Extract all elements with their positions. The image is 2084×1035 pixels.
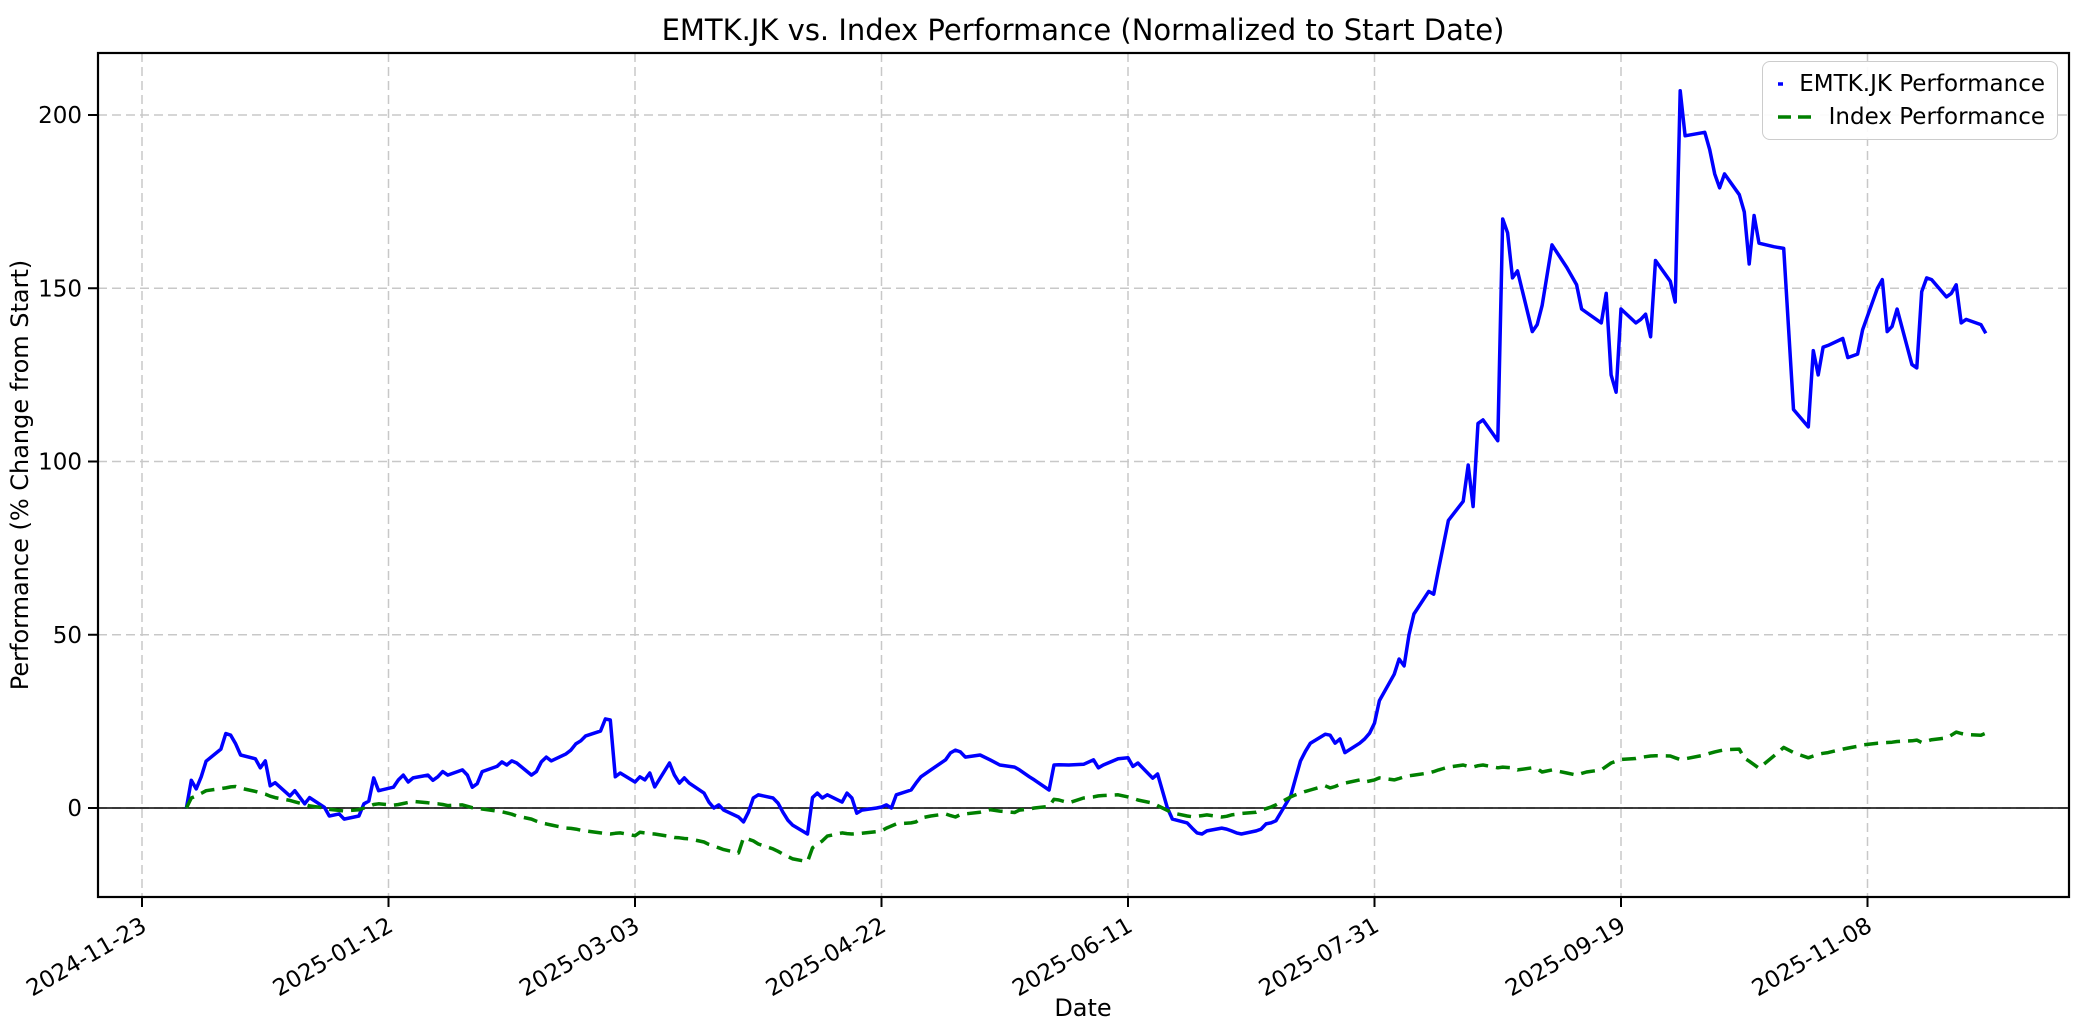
svg-text:2025-01-12: 2025-01-12 xyxy=(269,913,398,1002)
svg-text:2025-03-03: 2025-03-03 xyxy=(515,913,644,1002)
svg-text:2025-06-11: 2025-06-11 xyxy=(1008,913,1137,1002)
x-axis-label: Date xyxy=(1054,994,1111,1022)
grid-lines xyxy=(98,53,2069,897)
svg-text:2025-07-31: 2025-07-31 xyxy=(1255,913,1384,1002)
svg-text:200: 200 xyxy=(38,103,82,129)
axes-spines-ticks xyxy=(88,51,2071,907)
legend-item-index: Index Performance xyxy=(1777,104,2045,130)
svg-text:2024-11-23: 2024-11-23 xyxy=(22,913,151,1002)
legend: EMTK.JK Performance Index Performance xyxy=(1762,61,2058,140)
y-axis-label: Performance (% Change from Start) xyxy=(6,260,34,691)
chart-title: EMTK.JK vs. Index Performance (Normalize… xyxy=(662,13,1505,47)
svg-text:2025-04-22: 2025-04-22 xyxy=(762,913,891,1002)
svg-text:0: 0 xyxy=(67,796,82,822)
svg-text:2025-09-19: 2025-09-19 xyxy=(1501,913,1630,1002)
data-series xyxy=(184,88,1988,864)
svg-text:100: 100 xyxy=(38,450,82,476)
svg-text:2025-11-08: 2025-11-08 xyxy=(1748,913,1877,1002)
svg-text:150: 150 xyxy=(38,276,82,302)
legend-swatch-solid-blue-line xyxy=(1778,82,1784,86)
legend-swatch-dashed-green-line xyxy=(1778,115,1813,119)
legend-label-emtk: EMTK.JK Performance xyxy=(1799,71,2045,97)
legend-label-index: Index Performance xyxy=(1828,104,2045,130)
svg-text:50: 50 xyxy=(53,623,82,649)
legend-item-emtk: EMTK.JK Performance xyxy=(1777,71,2045,97)
tick-labels: 2024-11-23 2025-01-12 2025-03-03 2025-04-22… xyxy=(22,103,1876,1002)
